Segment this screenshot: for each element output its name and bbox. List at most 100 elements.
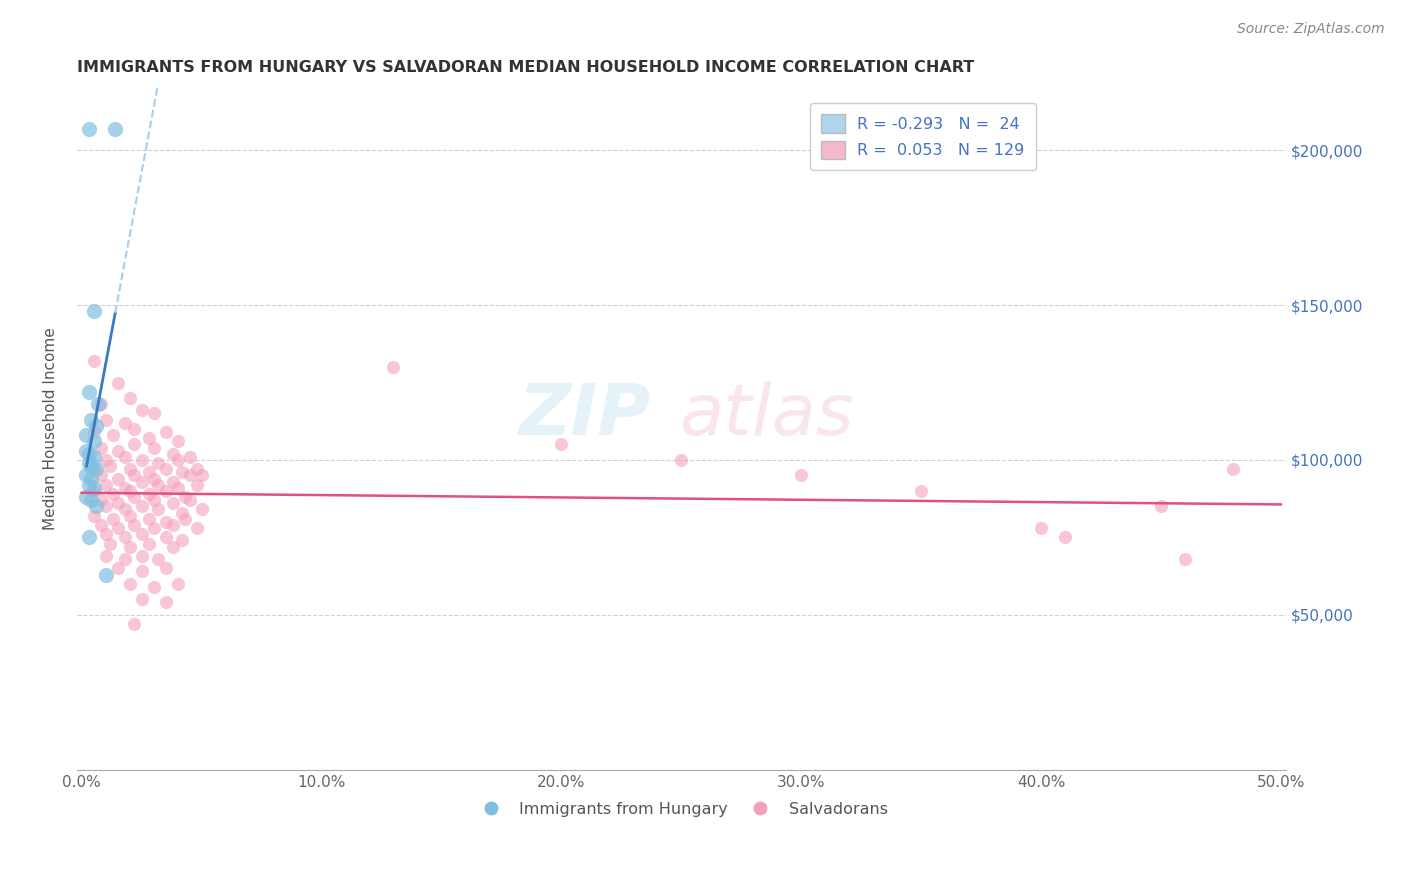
Point <box>142 493 165 508</box>
Point <box>90 518 112 533</box>
Point <box>138 487 160 501</box>
Point <box>118 462 141 476</box>
Point <box>75 443 97 458</box>
Point <box>107 561 129 575</box>
Point <box>179 450 201 464</box>
Point <box>118 540 141 554</box>
Point <box>142 521 165 535</box>
Point <box>131 592 153 607</box>
Point <box>172 533 194 548</box>
Point <box>910 483 932 498</box>
Point <box>77 530 100 544</box>
Point <box>94 527 117 541</box>
Text: IMMIGRANTS FROM HUNGARY VS SALVADORAN MEDIAN HOUSEHOLD INCOME CORRELATION CHART: IMMIGRANTS FROM HUNGARY VS SALVADORAN ME… <box>77 60 974 75</box>
Point <box>162 540 184 554</box>
Point <box>166 434 188 449</box>
Point <box>1053 530 1076 544</box>
Point <box>172 466 194 480</box>
Point <box>131 453 153 467</box>
Point <box>131 475 153 489</box>
Legend: Immigrants from Hungary, Salvadorans: Immigrants from Hungary, Salvadorans <box>468 795 894 823</box>
Point <box>179 468 201 483</box>
Point <box>155 595 177 609</box>
Point <box>87 397 110 411</box>
Point <box>138 536 160 550</box>
Point <box>75 428 97 442</box>
Point <box>84 462 107 476</box>
Text: ZIP: ZIP <box>519 381 651 450</box>
Point <box>124 518 146 533</box>
Point <box>80 471 103 485</box>
Point <box>162 447 184 461</box>
Point <box>83 425 105 439</box>
Point <box>382 359 405 374</box>
Point <box>100 536 122 550</box>
Point <box>90 493 112 508</box>
Point <box>124 468 146 483</box>
Point <box>142 407 165 421</box>
Point <box>138 466 160 480</box>
Point <box>83 483 105 498</box>
Point <box>148 502 170 516</box>
Point <box>138 512 160 526</box>
Point <box>107 376 129 390</box>
Point <box>550 437 572 451</box>
Point <box>1029 521 1052 535</box>
Point <box>118 391 141 405</box>
Point <box>155 530 177 544</box>
Point <box>172 506 194 520</box>
Point <box>118 577 141 591</box>
Point <box>186 462 208 476</box>
Point <box>80 493 103 508</box>
Point <box>83 450 105 464</box>
Point <box>148 456 170 470</box>
Point <box>100 459 122 474</box>
Point <box>90 468 112 483</box>
Point <box>77 447 100 461</box>
Point <box>190 468 212 483</box>
Point <box>142 471 165 485</box>
Point <box>155 425 177 439</box>
Point <box>186 521 208 535</box>
Point <box>84 418 107 433</box>
Point <box>124 617 146 632</box>
Point <box>83 354 105 368</box>
Point <box>671 453 693 467</box>
Point <box>142 441 165 455</box>
Point <box>77 456 100 470</box>
Y-axis label: Median Household Income: Median Household Income <box>44 327 58 531</box>
Point <box>148 552 170 566</box>
Point <box>101 428 124 442</box>
Point <box>101 512 124 526</box>
Point <box>155 561 177 575</box>
Point <box>131 403 153 417</box>
Point <box>83 508 105 523</box>
Point <box>790 468 813 483</box>
Point <box>162 518 184 533</box>
Point <box>155 462 177 476</box>
Point <box>1150 500 1173 514</box>
Point <box>83 434 105 449</box>
Point <box>1174 552 1197 566</box>
Point <box>107 443 129 458</box>
Point <box>131 527 153 541</box>
Point <box>186 477 208 491</box>
Point <box>107 496 129 510</box>
Point <box>77 384 100 399</box>
Point <box>94 477 117 491</box>
Point <box>118 483 141 498</box>
Point <box>114 416 136 430</box>
Point <box>83 462 105 476</box>
Point <box>173 490 195 504</box>
Point <box>114 552 136 566</box>
Point <box>138 431 160 445</box>
Point <box>124 490 146 504</box>
Point <box>124 422 146 436</box>
Point <box>131 500 153 514</box>
Point <box>162 496 184 510</box>
Point <box>190 502 212 516</box>
Point <box>155 483 177 498</box>
Point <box>84 500 107 514</box>
Point <box>77 121 100 136</box>
Point <box>94 567 117 582</box>
